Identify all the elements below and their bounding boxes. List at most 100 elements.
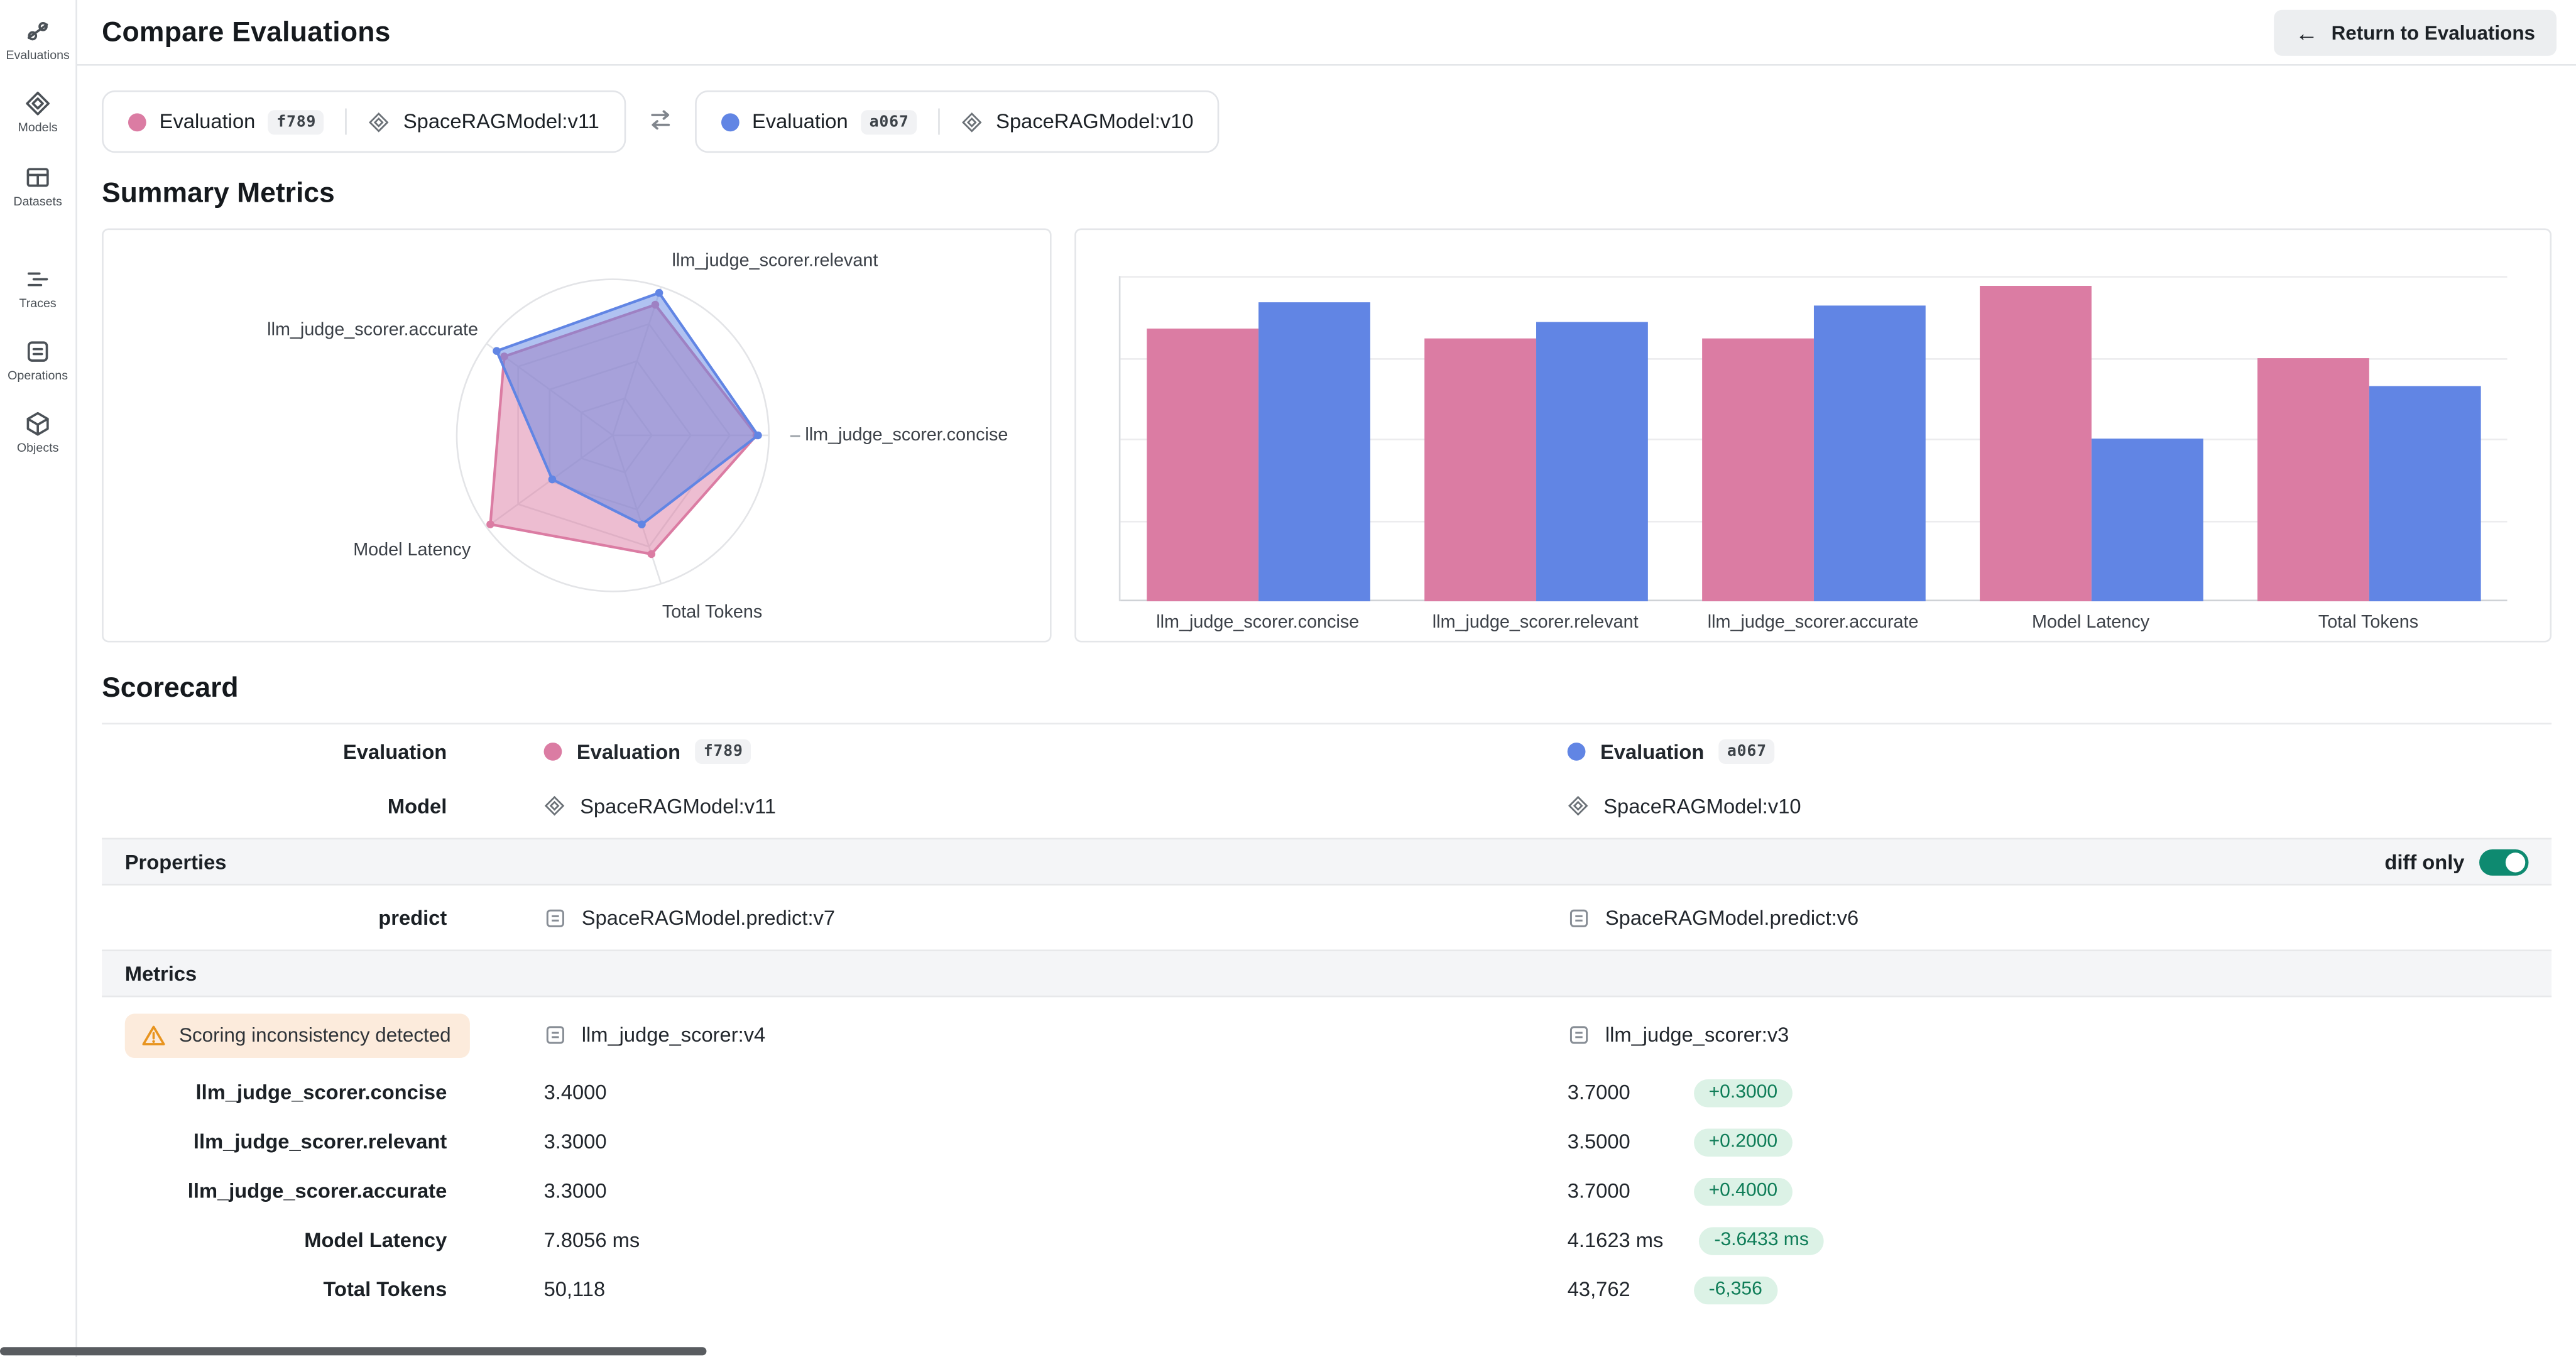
op-icon bbox=[1569, 908, 1588, 927]
sidebar-item-label: Datasets bbox=[13, 193, 62, 208]
bar-group bbox=[1424, 276, 1649, 602]
swap-icon bbox=[650, 109, 670, 129]
radar-chart bbox=[456, 278, 770, 592]
metric-value-right: 3.7000 +0.4000 bbox=[1513, 1177, 2551, 1206]
bar-chart bbox=[1118, 276, 2508, 602]
metric-label: Total Tokens bbox=[323, 1278, 447, 1302]
bar-series-1 bbox=[1813, 305, 1926, 602]
warning-text: Scoring inconsistency detected bbox=[179, 1023, 451, 1047]
delta-badge: -6,356 bbox=[1694, 1275, 1777, 1304]
eval-right-label: Evaluation bbox=[1600, 740, 1705, 763]
bar-group bbox=[2256, 276, 2480, 602]
diff-only-toggle[interactable] bbox=[2479, 848, 2529, 875]
scorecard-row-scorer: Scoring inconsistency detected llm_judge… bbox=[102, 1002, 2551, 1068]
warning-icon bbox=[142, 1025, 165, 1045]
metric-label: llm_judge_scorer.relevant bbox=[193, 1130, 447, 1153]
eval-right-color-dot bbox=[721, 112, 740, 131]
metric-value-right: 43,762 -6,356 bbox=[1513, 1275, 2551, 1304]
charts-row: llm_judge_scorer.relevant llm_judge_scor… bbox=[102, 228, 2552, 643]
axis-tick bbox=[790, 434, 800, 437]
bar-category-label: Model Latency bbox=[2032, 613, 2150, 633]
evaluation-pill-left[interactable]: Evaluation f789 SpaceRAGModel:v11 bbox=[102, 90, 626, 153]
sidebar-item-evaluations[interactable]: Evaluations bbox=[0, 18, 75, 63]
sidebar: Evaluations Models Datasets Traces Opera… bbox=[0, 0, 77, 1357]
delta-badge: -3.6433 ms bbox=[1699, 1226, 1824, 1255]
metric-value-right: 3.7000 +0.3000 bbox=[1513, 1078, 2551, 1107]
metric-label: Model Latency bbox=[304, 1229, 447, 1252]
metric-value-left: 3.4000 bbox=[543, 1081, 607, 1104]
back-arrow-icon: ← bbox=[2295, 19, 2318, 45]
radar-axis-label: Model Latency bbox=[353, 540, 471, 560]
op-icon bbox=[1569, 1026, 1588, 1044]
return-button-label: Return to Evaluations bbox=[2331, 20, 2535, 44]
scorecard-heading: Scorecard bbox=[102, 672, 239, 704]
bar-category-label: llm_judge_scorer.concise bbox=[1156, 613, 1360, 633]
eval-left-id-badge: f789 bbox=[695, 739, 751, 764]
evaluation-pill-right[interactable]: Evaluation a067 SpaceRAGModel:v10 bbox=[694, 90, 1220, 153]
model-cell-right[interactable]: SpaceRAGModel:v10 bbox=[1513, 794, 2551, 817]
sidebar-item-label: Operations bbox=[8, 368, 68, 383]
horizontal-scrollbar-thumb[interactable] bbox=[0, 1347, 707, 1356]
bar-series-1 bbox=[2091, 439, 2203, 602]
eval-right-color-dot bbox=[1567, 742, 1586, 761]
bar-series-1 bbox=[1259, 302, 1371, 602]
eval-left-color-dot bbox=[543, 742, 562, 761]
metric-row: llm_judge_scorer.concise 3.4000 3.7000 +0… bbox=[102, 1068, 2551, 1117]
radar-axis-label: llm_judge_scorer.relevant bbox=[672, 251, 878, 271]
radar-chart-panel: llm_judge_scorer.relevant llm_judge_scor… bbox=[102, 228, 1052, 643]
pill-divider bbox=[346, 108, 347, 135]
op-icon bbox=[546, 1026, 564, 1044]
scorer-cell-right[interactable]: llm_judge_scorer:v3 bbox=[1513, 1023, 2551, 1047]
bar-group bbox=[1147, 276, 1371, 602]
model-icon bbox=[962, 111, 983, 132]
main-content: Evaluation f789 SpaceRAGModel:v11 Evalua… bbox=[77, 66, 2576, 1357]
return-to-evaluations-button[interactable]: ← Return to Evaluations bbox=[2274, 9, 2557, 55]
bar-series-0 bbox=[1147, 328, 1260, 602]
eval-right-label: Evaluation bbox=[751, 110, 848, 133]
bar-series-1 bbox=[1536, 321, 1649, 602]
scorer-ref-left: llm_judge_scorer:v4 bbox=[581, 1023, 766, 1047]
traces-icon bbox=[27, 271, 48, 286]
metrics-section-header: Metrics bbox=[102, 949, 2552, 998]
sidebar-item-objects[interactable]: Objects bbox=[0, 411, 75, 455]
delta-badge: +0.3000 bbox=[1694, 1078, 1793, 1107]
evaluation-cell-right: Evaluation a067 bbox=[1513, 739, 2551, 764]
swap-evaluations-button[interactable] bbox=[643, 102, 676, 140]
page-header: Compare Evaluations ← Return to Evaluati… bbox=[77, 0, 2576, 66]
model-ref-right: SpaceRAGModel:v10 bbox=[1603, 794, 1801, 817]
objects-icon bbox=[26, 412, 49, 437]
bar-category-label: llm_judge_scorer.accurate bbox=[1707, 613, 1919, 633]
sidebar-item-label: Traces bbox=[19, 295, 57, 310]
metric-row: llm_judge_scorer.relevant 3.3000 3.5000 +… bbox=[102, 1117, 2551, 1166]
metric-value-left: 7.8056 ms bbox=[543, 1229, 640, 1252]
evaluations-icon bbox=[27, 22, 48, 41]
datasets-icon bbox=[26, 167, 49, 187]
row-label: Evaluation bbox=[342, 740, 447, 763]
sidebar-item-datasets[interactable]: Datasets bbox=[0, 163, 75, 208]
predict-cell-right[interactable]: SpaceRAGModel.predict:v6 bbox=[1513, 906, 2551, 929]
sidebar-item-models[interactable]: Models bbox=[0, 90, 75, 135]
bar-group bbox=[1702, 276, 1926, 602]
scorer-cell-left[interactable]: llm_judge_scorer:v4 bbox=[489, 1023, 1513, 1047]
eval-left-color-dot bbox=[128, 112, 146, 131]
metric-value-left: 50,118 bbox=[543, 1278, 606, 1302]
properties-section-header: Properties diff only bbox=[102, 837, 2552, 886]
sidebar-item-operations[interactable]: Operations bbox=[0, 339, 75, 383]
sidebar-item-traces[interactable]: Traces bbox=[0, 266, 75, 310]
model-icon bbox=[544, 795, 565, 816]
radar-axis-label: Total Tokens bbox=[662, 602, 763, 623]
eval-left-label: Evaluation bbox=[159, 110, 256, 133]
bar-series-1 bbox=[2368, 386, 2480, 602]
model-icon bbox=[1568, 795, 1588, 816]
predict-cell-left[interactable]: SpaceRAGModel.predict:v7 bbox=[489, 906, 1513, 929]
eval-right-id-badge: a067 bbox=[861, 109, 917, 134]
bar-group bbox=[1979, 276, 2203, 602]
bar-category-label: Total Tokens bbox=[2318, 613, 2419, 633]
warning-cell: Scoring inconsistency detected bbox=[102, 1013, 489, 1057]
summary-metrics-heading: Summary Metrics bbox=[102, 177, 335, 209]
metric-row: Model Latency 7.8056 ms 4.1623 ms -3.6433… bbox=[102, 1216, 2551, 1265]
gridline bbox=[1120, 276, 2508, 278]
metrics-label: Metrics bbox=[124, 962, 197, 985]
toggle-knob bbox=[2505, 851, 2526, 872]
model-cell-left[interactable]: SpaceRAGModel:v11 bbox=[489, 794, 1513, 817]
